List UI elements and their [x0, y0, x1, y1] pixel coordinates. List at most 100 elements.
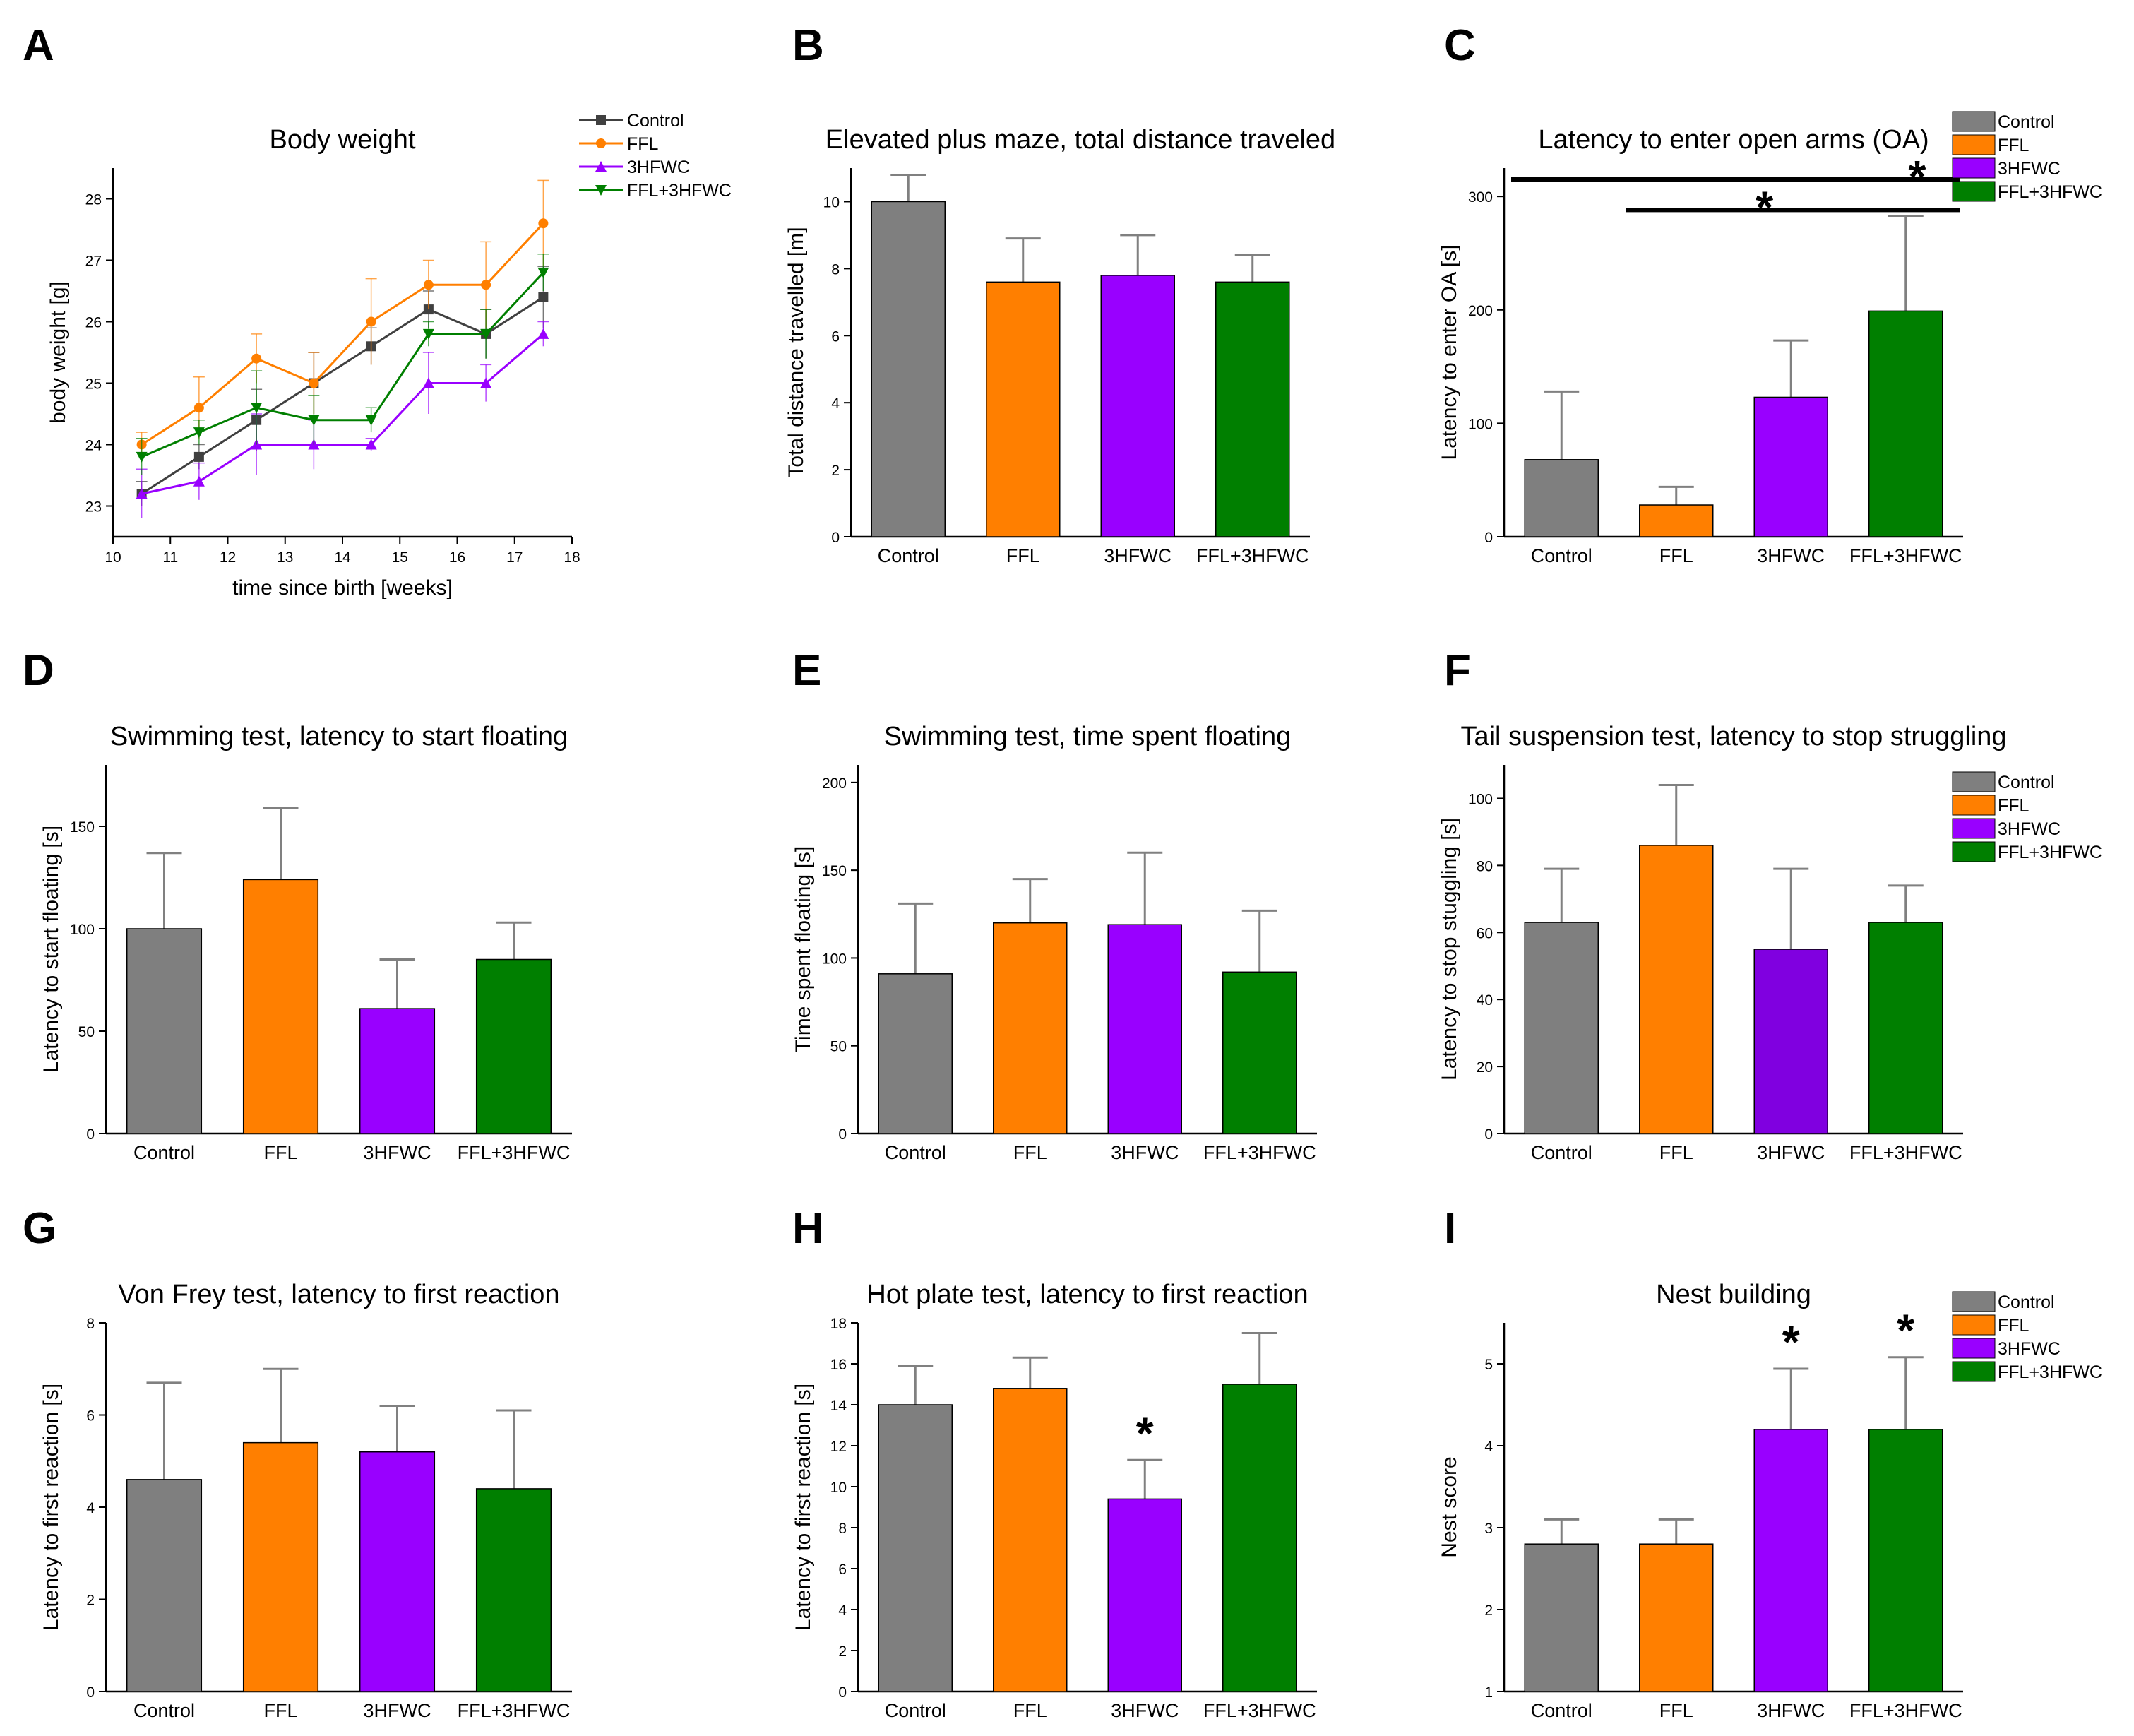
x-tick-label: 3HFWC	[364, 1700, 431, 1721]
y-tick-label: 8	[838, 1521, 847, 1537]
y-tick-label: 14	[830, 1398, 847, 1414]
x-tick-label: 11	[162, 549, 178, 566]
y-tick-label: 2	[86, 1593, 95, 1609]
bar-ffl-3hfwc	[1868, 310, 1943, 537]
chart-title: Latency to enter open arms (OA)	[1538, 125, 1929, 155]
y-axis-label: Latency to enter OA [s]	[1438, 244, 1461, 460]
y-tick-label: 40	[1477, 992, 1493, 1009]
bar-ffl	[1639, 504, 1714, 537]
bar-ffl-3hfwc	[1222, 1384, 1297, 1692]
data-point	[537, 267, 549, 278]
chart-title: Nest building	[1656, 1280, 1811, 1309]
data-point	[308, 415, 320, 426]
panel-label: I	[1444, 1204, 1456, 1253]
legend: Control FFL 3HFWC FFL+3HFWC	[579, 111, 732, 201]
y-tick-label: 1	[1484, 1684, 1493, 1701]
legend-label: FFL+3HFWC	[1998, 843, 2102, 862]
panel-a: A Body weight 23 24 25 26 27 28 body weight [g] 1…	[23, 21, 732, 600]
chart-title: Von Frey test, latency to first reaction	[118, 1280, 559, 1309]
data-point	[365, 439, 377, 450]
x-tick-label: 3HFWC	[364, 1142, 431, 1163]
bar-control	[126, 928, 203, 1134]
y-tick-label: 18	[830, 1316, 847, 1332]
x-tick-label: FFL+3HFWC	[1849, 1700, 1962, 1721]
y-tick-label: 100	[70, 922, 95, 938]
panel-g: G Von Frey test, latency to first reactio…	[23, 1204, 572, 1721]
x-tick-label: FFL+3HFWC	[458, 1142, 571, 1163]
x-tick-label: 13	[277, 549, 293, 566]
legend-label: FFL	[1998, 1316, 2029, 1336]
bar-control	[126, 1479, 203, 1692]
legend-swatch	[1952, 1361, 1996, 1382]
y-tick-label: 0	[86, 1126, 95, 1143]
y-tick-label: 8	[831, 261, 840, 278]
legend-swatch	[1952, 795, 1996, 816]
legend-label: Control	[1998, 773, 2055, 792]
y-axis-label: Nest score	[1438, 1456, 1461, 1557]
legend-label: 3HFWC	[1998, 159, 2061, 179]
legend-swatch	[1952, 771, 1996, 792]
y-tick-label: 200	[822, 775, 847, 792]
y-tick-label: 0	[1484, 530, 1493, 546]
bar-control	[871, 201, 946, 537]
bar-control	[1524, 922, 1599, 1134]
data-point	[193, 427, 205, 439]
y-tick-label: 50	[830, 1039, 847, 1055]
data-point	[480, 328, 492, 340]
x-tick-label: 10	[105, 549, 121, 566]
legend: Control FFL 3HFWC FFL+3HFWC	[1952, 771, 2102, 862]
panel-label: B	[792, 21, 824, 70]
bar-ffl-3hfwc	[1868, 1429, 1943, 1692]
legend-swatch	[1952, 1338, 1996, 1359]
y-tick-label: 150	[70, 819, 95, 836]
x-tick-label: FFL+3HFWC	[1203, 1142, 1316, 1163]
x-tick-label: FFL+3HFWC	[1849, 545, 1962, 566]
legend-swatch	[1952, 111, 1996, 132]
bar-ffl-3hfwc	[475, 958, 552, 1134]
x-tick-label: FFL	[1006, 545, 1040, 566]
bar-ffl-3hfwc	[475, 1488, 552, 1692]
y-tick-label: 0	[838, 1684, 847, 1701]
y-tick-label: 0	[1484, 1126, 1493, 1143]
bar-ffl	[1639, 1543, 1714, 1692]
significance-star: *	[1136, 1408, 1154, 1458]
data-point	[136, 451, 148, 463]
x-tick-label: 12	[220, 549, 236, 566]
bar-3hfwc	[1753, 1429, 1828, 1692]
x-tick-label: Control	[1531, 545, 1592, 566]
y-tick-label: 100	[822, 951, 847, 967]
legend-label: FFL+3HFWC	[1998, 1362, 2102, 1382]
data-point	[422, 328, 434, 340]
y-tick-label: 5	[1484, 1357, 1493, 1373]
legend: Control FFL 3HFWC FFL+3HFWC	[1952, 111, 2102, 202]
chart-title: Swimming test, time spent floating	[884, 722, 1292, 751]
y-tick-label: 12	[830, 1439, 847, 1455]
bar-ffl-3hfwc	[1215, 281, 1290, 537]
significance-star: *	[1756, 182, 1773, 232]
y-tick-label: 200	[1468, 303, 1493, 319]
x-tick-label: FFL	[1659, 1700, 1693, 1721]
x-tick-label: Control	[878, 545, 939, 566]
legend-swatch	[1952, 181, 1996, 202]
y-tick-label: 4	[838, 1603, 847, 1619]
y-tick-label: 100	[1468, 791, 1493, 807]
bar-ffl	[242, 1441, 319, 1692]
significance-star: *	[1782, 1316, 1800, 1367]
bar-3hfwc	[1753, 949, 1828, 1134]
y-tick-label: 28	[85, 192, 102, 208]
series-line	[141, 271, 544, 458]
data-point	[538, 218, 549, 229]
y-tick-label: 26	[85, 315, 102, 331]
legend-marker	[596, 115, 606, 125]
bar-ffl-3hfwc	[1868, 922, 1943, 1134]
data-point	[481, 280, 491, 290]
x-tick-label: 3HFWC	[1757, 1700, 1825, 1721]
significance-star: *	[1909, 151, 1926, 202]
bar-3hfwc	[1753, 396, 1828, 537]
y-tick-label: 16	[830, 1357, 847, 1373]
chart-title: Elevated plus maze, total distance trave…	[825, 125, 1335, 155]
data-point	[365, 415, 377, 426]
x-tick-label: FFL	[1013, 1142, 1047, 1163]
x-tick-label: 3HFWC	[1757, 545, 1825, 566]
data-point	[423, 280, 434, 290]
